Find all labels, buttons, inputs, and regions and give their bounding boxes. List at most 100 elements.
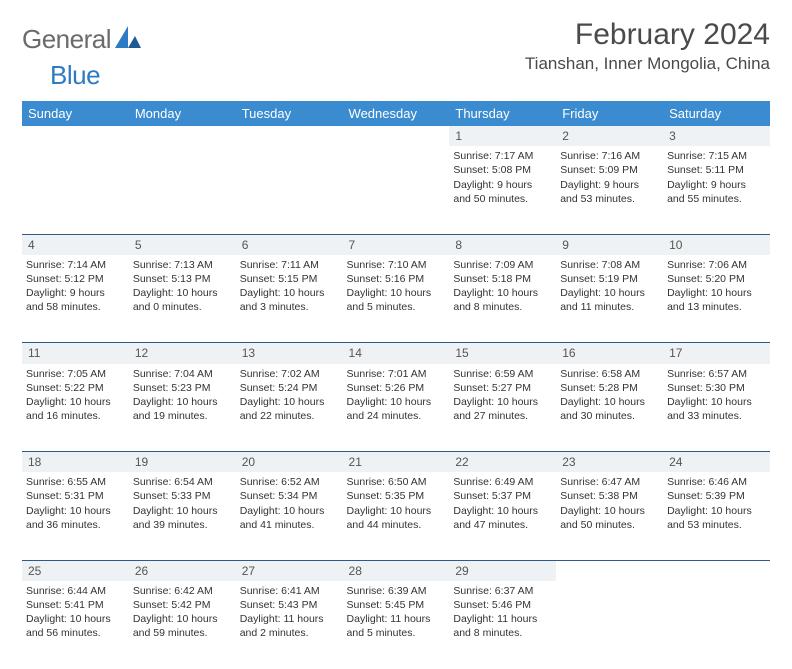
daylight-line-1: Daylight: 10 hours [667,395,766,409]
daylight-line-1: Daylight: 10 hours [560,504,659,518]
weekday-header: Tuesday [236,101,343,126]
sunrise-line: Sunrise: 7:13 AM [133,258,232,272]
day-number-cell: 21 [343,452,450,473]
day-detail-cell [556,581,663,669]
day-number-cell: 20 [236,452,343,473]
daylight-line-1: Daylight: 10 hours [26,395,125,409]
daylight-line-1: Daylight: 10 hours [560,395,659,409]
detail-row: Sunrise: 7:14 AMSunset: 5:12 PMDaylight:… [22,255,770,343]
daylight-line-1: Daylight: 9 hours [560,178,659,192]
sunset-line: Sunset: 5:35 PM [347,489,446,503]
sunset-line: Sunset: 5:41 PM [26,598,125,612]
day-detail-cell: Sunrise: 7:16 AMSunset: 5:09 PMDaylight:… [556,146,663,234]
daylight-line-2: and 56 minutes. [26,626,125,640]
logo-text-general: General [22,24,111,55]
sunrise-line: Sunrise: 7:01 AM [347,367,446,381]
day-detail-cell: Sunrise: 6:57 AMSunset: 5:30 PMDaylight:… [663,364,770,452]
sunrise-line: Sunrise: 6:37 AM [453,584,552,598]
sunrise-line: Sunrise: 6:52 AM [240,475,339,489]
sunrise-line: Sunrise: 7:06 AM [667,258,766,272]
day-number-cell: 13 [236,343,343,364]
sunset-line: Sunset: 5:39 PM [667,489,766,503]
sunset-line: Sunset: 5:43 PM [240,598,339,612]
logo: General [22,24,143,55]
sunset-line: Sunset: 5:13 PM [133,272,232,286]
detail-row: Sunrise: 6:44 AMSunset: 5:41 PMDaylight:… [22,581,770,669]
daylight-line-1: Daylight: 10 hours [453,504,552,518]
daylight-line-2: and 53 minutes. [560,192,659,206]
sunrise-line: Sunrise: 6:59 AM [453,367,552,381]
day-detail-cell [236,146,343,234]
day-detail-cell: Sunrise: 7:05 AMSunset: 5:22 PMDaylight:… [22,364,129,452]
day-number-cell: 7 [343,234,450,255]
sunset-line: Sunset: 5:11 PM [667,163,766,177]
day-detail-cell: Sunrise: 6:41 AMSunset: 5:43 PMDaylight:… [236,581,343,669]
sunrise-line: Sunrise: 6:47 AM [560,475,659,489]
daylight-line-2: and 8 minutes. [453,626,552,640]
weekday-header-row: SundayMondayTuesdayWednesdayThursdayFrid… [22,101,770,126]
sunset-line: Sunset: 5:22 PM [26,381,125,395]
day-number-cell: 27 [236,560,343,581]
sunset-line: Sunset: 5:18 PM [453,272,552,286]
daylight-line-1: Daylight: 10 hours [240,286,339,300]
daynum-row: 45678910 [22,234,770,255]
day-number-cell [129,126,236,146]
day-detail-cell [22,146,129,234]
weekday-header: Sunday [22,101,129,126]
daylight-line-2: and 19 minutes. [133,409,232,423]
day-detail-cell: Sunrise: 7:10 AMSunset: 5:16 PMDaylight:… [343,255,450,343]
sunrise-line: Sunrise: 7:02 AM [240,367,339,381]
sunrise-line: Sunrise: 6:41 AM [240,584,339,598]
day-number-cell: 18 [22,452,129,473]
day-detail-cell: Sunrise: 6:44 AMSunset: 5:41 PMDaylight:… [22,581,129,669]
sunrise-line: Sunrise: 6:46 AM [667,475,766,489]
daylight-line-2: and 47 minutes. [453,518,552,532]
day-number-cell [22,126,129,146]
sunset-line: Sunset: 5:28 PM [560,381,659,395]
daylight-line-2: and 53 minutes. [667,518,766,532]
daylight-line-2: and 5 minutes. [347,626,446,640]
daylight-line-1: Daylight: 10 hours [26,504,125,518]
daylight-line-1: Daylight: 10 hours [133,395,232,409]
daylight-line-2: and 8 minutes. [453,300,552,314]
day-detail-cell: Sunrise: 7:17 AMSunset: 5:08 PMDaylight:… [449,146,556,234]
daylight-line-2: and 44 minutes. [347,518,446,532]
daylight-line-2: and 3 minutes. [240,300,339,314]
sunrise-line: Sunrise: 7:11 AM [240,258,339,272]
day-detail-cell: Sunrise: 6:37 AMSunset: 5:46 PMDaylight:… [449,581,556,669]
weekday-header: Monday [129,101,236,126]
daylight-line-1: Daylight: 10 hours [667,504,766,518]
daylight-line-2: and 5 minutes. [347,300,446,314]
sunrise-line: Sunrise: 7:05 AM [26,367,125,381]
daylight-line-1: Daylight: 10 hours [667,286,766,300]
daylight-line-2: and 36 minutes. [26,518,125,532]
day-detail-cell: Sunrise: 7:02 AMSunset: 5:24 PMDaylight:… [236,364,343,452]
day-detail-cell: Sunrise: 6:54 AMSunset: 5:33 PMDaylight:… [129,472,236,560]
daylight-line-2: and 59 minutes. [133,626,232,640]
sunrise-line: Sunrise: 7:17 AM [453,149,552,163]
day-detail-cell: Sunrise: 6:42 AMSunset: 5:42 PMDaylight:… [129,581,236,669]
day-detail-cell: Sunrise: 7:09 AMSunset: 5:18 PMDaylight:… [449,255,556,343]
day-number-cell: 15 [449,343,556,364]
daynum-row: 11121314151617 [22,343,770,364]
daylight-line-2: and 0 minutes. [133,300,232,314]
sunset-line: Sunset: 5:27 PM [453,381,552,395]
detail-row: Sunrise: 6:55 AMSunset: 5:31 PMDaylight:… [22,472,770,560]
weekday-header: Saturday [663,101,770,126]
day-detail-cell: Sunrise: 7:06 AMSunset: 5:20 PMDaylight:… [663,255,770,343]
day-number-cell: 22 [449,452,556,473]
day-detail-cell: Sunrise: 6:47 AMSunset: 5:38 PMDaylight:… [556,472,663,560]
sunrise-line: Sunrise: 7:15 AM [667,149,766,163]
sunset-line: Sunset: 5:34 PM [240,489,339,503]
day-number-cell: 28 [343,560,450,581]
sunset-line: Sunset: 5:12 PM [26,272,125,286]
day-detail-cell [343,146,450,234]
day-number-cell: 6 [236,234,343,255]
daylight-line-2: and 24 minutes. [347,409,446,423]
sunset-line: Sunset: 5:09 PM [560,163,659,177]
daylight-line-1: Daylight: 10 hours [133,504,232,518]
day-detail-cell: Sunrise: 6:50 AMSunset: 5:35 PMDaylight:… [343,472,450,560]
daylight-line-1: Daylight: 10 hours [133,286,232,300]
daylight-line-1: Daylight: 10 hours [26,612,125,626]
daylight-line-1: Daylight: 11 hours [453,612,552,626]
